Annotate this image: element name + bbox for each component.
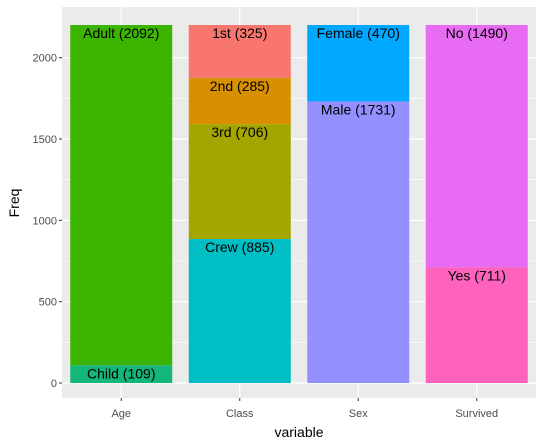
segment-label-class-1st: 1st (325) bbox=[212, 25, 267, 41]
segment-label-survived-no: No (1490) bbox=[446, 25, 508, 41]
bar-segment-sex-male bbox=[307, 101, 410, 383]
y-tick-label: 500 bbox=[39, 297, 57, 309]
x-axis-title: variable bbox=[274, 424, 323, 440]
segment-label-survived-yes: Yes (711) bbox=[448, 267, 506, 283]
y-axis-title: Freq bbox=[6, 189, 22, 218]
segment-label-age-adult: Adult (2092) bbox=[83, 25, 159, 41]
bar-segment-survived-yes bbox=[425, 267, 528, 383]
x-tick-label-class: Class bbox=[226, 408, 254, 420]
y-tick-label: 2000 bbox=[33, 53, 57, 65]
bar-segment-sex-female bbox=[307, 25, 410, 102]
x-tick-label-age: Age bbox=[111, 408, 131, 420]
y-tick-label: 1500 bbox=[33, 134, 57, 146]
y-tick-label: 1000 bbox=[33, 215, 57, 227]
segment-label-sex-female: Female (470) bbox=[317, 25, 400, 41]
bar-segment-class-1st bbox=[188, 25, 291, 78]
x-tick-label-survived: Survived bbox=[455, 408, 498, 420]
bar-segment-age-child bbox=[70, 365, 173, 383]
segment-labels: Adult (2092) Child (109) 1st (325) 2nd (285… bbox=[83, 25, 508, 381]
segment-label-class-3rd: 3rd (706) bbox=[211, 124, 268, 140]
bar-segment-survived-no bbox=[425, 25, 528, 268]
segment-label-class-2nd: 2nd (285) bbox=[210, 78, 270, 94]
segment-label-sex-male: Male (1731) bbox=[321, 101, 396, 117]
bar-segment-class-3rd bbox=[188, 124, 291, 240]
bar-segment-age-adult bbox=[70, 25, 173, 366]
bars bbox=[70, 25, 528, 383]
x-tick-label-sex: Sex bbox=[349, 408, 368, 420]
segment-label-class-crew: Crew (885) bbox=[205, 239, 274, 255]
bar-segment-class-crew bbox=[188, 239, 291, 383]
axes: 0 500 1000 1500 2000 Age Class Sex Survived bbox=[33, 53, 499, 420]
bar-segment-class-2nd bbox=[188, 77, 291, 125]
y-tick-label: 0 bbox=[51, 378, 57, 390]
segment-label-age-child: Child (109) bbox=[87, 365, 155, 381]
